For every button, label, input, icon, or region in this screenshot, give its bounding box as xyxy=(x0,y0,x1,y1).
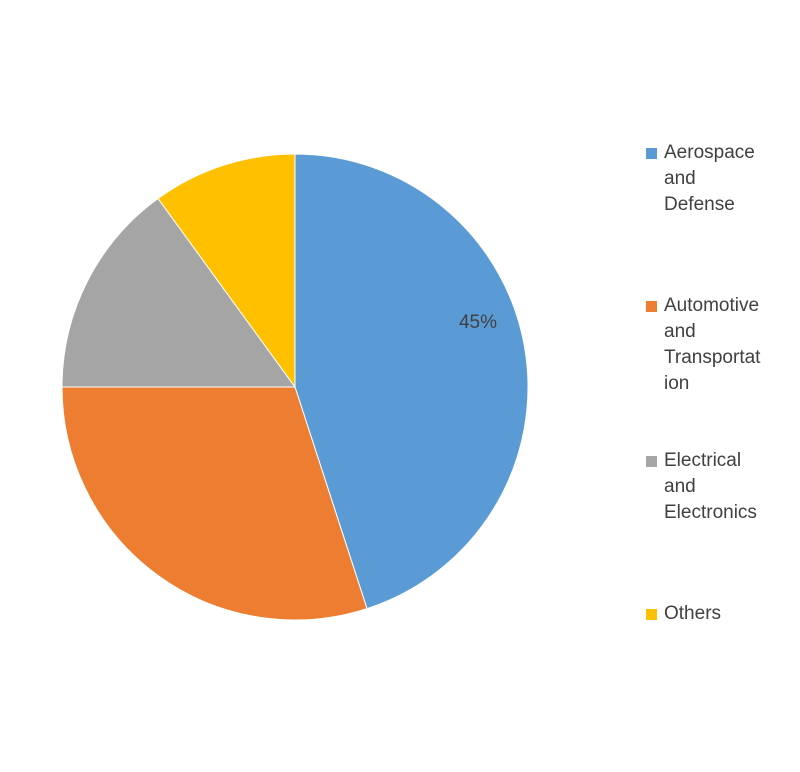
pie-slice-electrical-and-electronics xyxy=(61,197,296,388)
legend-item-aerospace-and-defense: Aerospace and Defense xyxy=(646,140,755,218)
legend-swatch-aerospace xyxy=(646,148,657,159)
legend-swatch-automotive xyxy=(646,301,657,312)
legend-swatch-electrical xyxy=(646,456,657,467)
legend-label-automotive: Automotive and Transportat ion xyxy=(664,295,761,394)
legend-label-others: Others xyxy=(664,603,722,624)
pie-slice-aerospace-and-defense xyxy=(294,153,529,610)
legend-swatch-others xyxy=(646,609,657,620)
legend-item-electrical-and-electronics: Electrical and Electronics xyxy=(646,448,757,526)
legend-item-others: Others xyxy=(646,601,721,627)
legend-item-automotive-and-transportation: Automotive and Transportat ion xyxy=(646,293,760,397)
pie-slice-automotive-and-transportation xyxy=(61,386,368,621)
pie-slice-others xyxy=(157,153,296,389)
legend-label-electrical: Electrical and Electronics xyxy=(664,450,757,523)
legend-label-aerospace: Aerospace and Defense xyxy=(664,142,755,215)
data-label-aerospace-and-defense: 45% xyxy=(459,312,497,333)
